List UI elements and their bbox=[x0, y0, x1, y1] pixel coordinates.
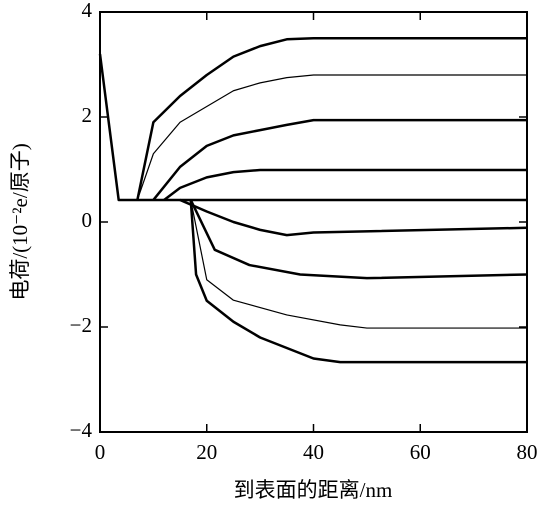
line-series bbox=[163, 168, 527, 201]
line-series bbox=[98, 53, 527, 202]
y-tick-label: 4 bbox=[82, 0, 93, 22]
x-tick-label: 80 bbox=[517, 440, 538, 464]
line-series bbox=[189, 199, 527, 364]
line-series bbox=[136, 74, 527, 201]
y-tick-label: 0 bbox=[82, 208, 93, 232]
x-tick-label: 0 bbox=[95, 440, 106, 464]
line-series bbox=[179, 198, 528, 237]
x-tick-label: 60 bbox=[410, 440, 431, 464]
y-axis-label: 电荷/(10⁻²e/原子) bbox=[8, 143, 32, 300]
x-axis-label: 到表面的距离/nm bbox=[234, 478, 393, 502]
x-tick-label: 20 bbox=[196, 440, 217, 464]
y-tick-label: −2 bbox=[70, 313, 92, 337]
line-series bbox=[152, 118, 527, 201]
x-tick-label: 40 bbox=[303, 440, 324, 464]
y-tick-label: 2 bbox=[82, 103, 93, 127]
line-series bbox=[136, 37, 527, 201]
y-tick-label: −4 bbox=[70, 418, 93, 442]
line-series bbox=[189, 199, 528, 280]
line-series bbox=[190, 199, 527, 329]
